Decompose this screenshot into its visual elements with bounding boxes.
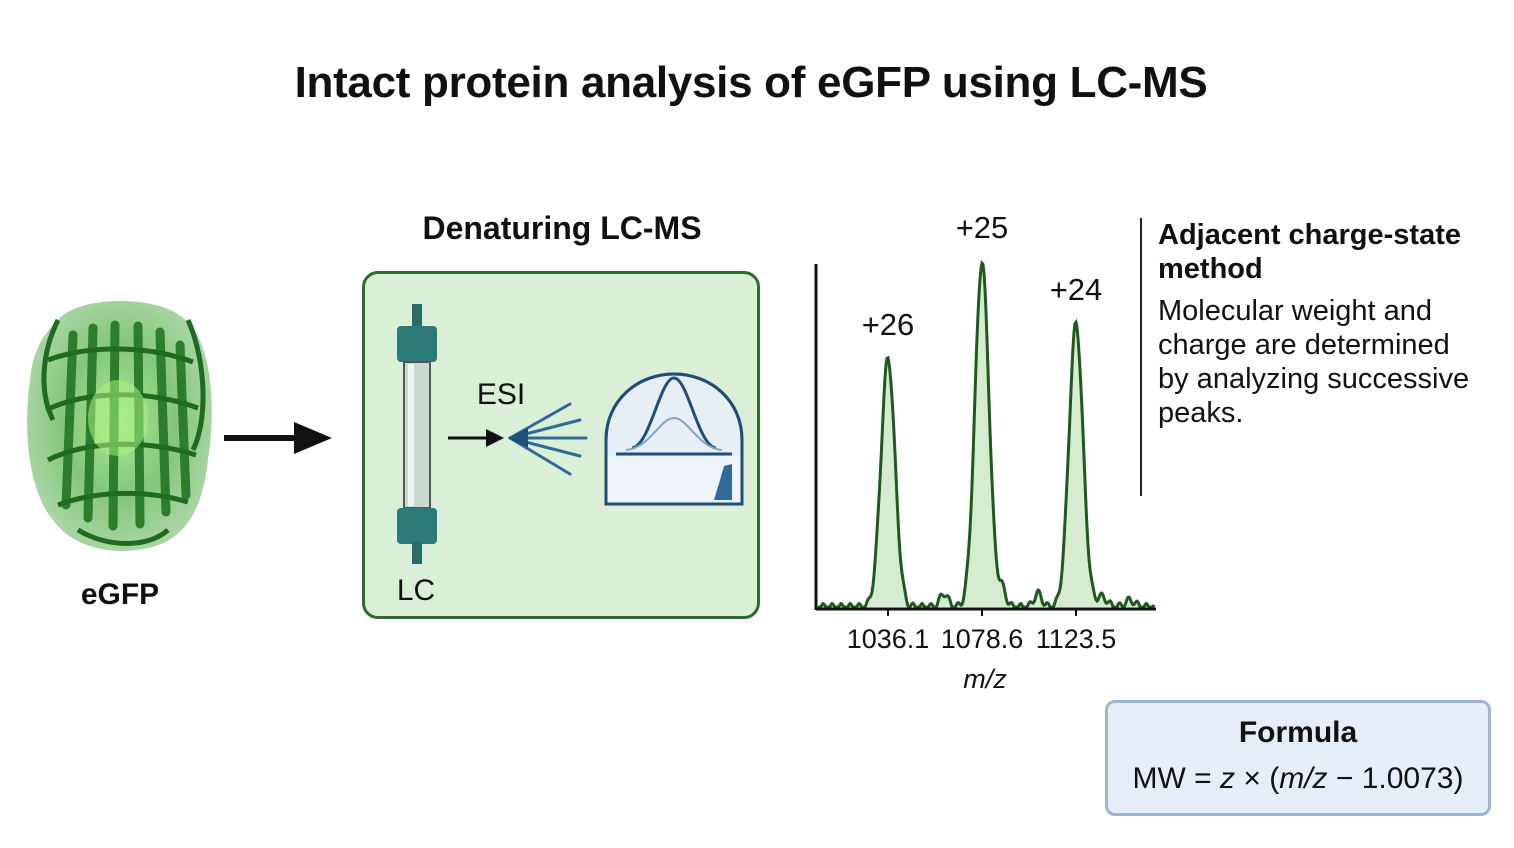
x-tick-label: 1123.5: [1035, 624, 1117, 654]
egfp-protein-icon: [27, 300, 212, 551]
lc-column-icon: [397, 304, 437, 564]
esi-spray-icon: [508, 402, 588, 476]
esi-arrow-icon: [448, 429, 504, 447]
method-title: Adjacent charge-state method: [1158, 219, 1461, 285]
x-tick-label: 1036.1: [846, 624, 930, 654]
formula-expression: MW = z × (m/z − 1.0073): [1105, 762, 1491, 796]
right-arrow-icon: [224, 422, 332, 454]
mass-spectrum-chart: [814, 260, 1156, 616]
peak-label: +25: [955, 210, 1009, 245]
page-title: Intact protein analysis of eGFP using LC…: [294, 58, 1208, 107]
method-description: Molecular weight and charge are determin…: [1158, 295, 1470, 429]
formula-times: × (: [1235, 762, 1280, 795]
spectrum-trace: [818, 260, 1156, 609]
formula-rest: − 1.0073): [1327, 762, 1464, 795]
formula-lhs: MW =: [1132, 762, 1221, 795]
formula-title: Formula: [1238, 716, 1358, 749]
spectrum-fill: [818, 263, 1154, 607]
egfp-label: eGFP: [80, 578, 160, 611]
lc-label: LC: [396, 574, 436, 607]
lcms-heading: Denaturing LC-MS: [422, 210, 702, 246]
formula-z: z: [1220, 762, 1236, 795]
peak-label: +24: [1049, 272, 1103, 308]
mass-spectrometer-icon: [604, 372, 744, 506]
x-tick-label: 1078.6: [940, 624, 1024, 654]
divider: [1140, 218, 1142, 496]
formula-box: [1105, 700, 1491, 816]
formula-mz: m/z: [1279, 762, 1328, 795]
peak-label: +26: [861, 306, 915, 342]
x-axis-label: m/z: [963, 664, 1007, 694]
esi-label: ESI: [476, 378, 526, 411]
